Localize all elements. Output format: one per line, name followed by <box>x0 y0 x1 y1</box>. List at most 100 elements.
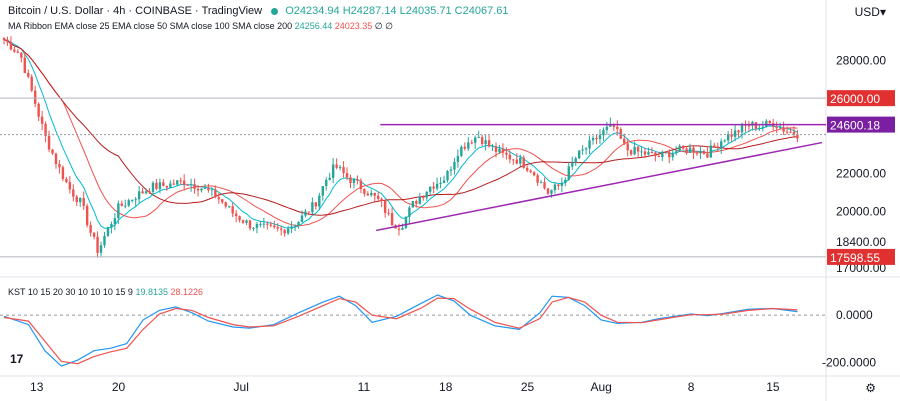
candle-body <box>467 142 470 149</box>
candle-body <box>775 126 778 129</box>
candle-body <box>61 167 65 179</box>
candle-body <box>768 121 771 124</box>
candle-body <box>435 183 439 189</box>
candle-body <box>657 156 661 158</box>
kst-header: KST 10 15 20 30 10 10 10 15 9 19.8135 28… <box>8 287 203 297</box>
candle-body <box>664 151 668 153</box>
candle-body <box>248 220 252 229</box>
candle-body <box>293 225 297 227</box>
candle-body <box>85 205 89 226</box>
candle-body <box>20 52 23 58</box>
candle-body <box>428 186 432 192</box>
candle-body <box>491 146 494 148</box>
candle-body <box>474 137 477 143</box>
candle-body <box>480 136 484 145</box>
candle-body <box>661 151 664 158</box>
candle-body <box>446 170 449 181</box>
candle-body <box>6 39 9 43</box>
candle-body <box>709 145 713 158</box>
candle-body <box>460 146 463 156</box>
candle-body <box>532 172 536 176</box>
candle-body <box>27 72 30 77</box>
candle-body <box>304 211 307 216</box>
candle-body <box>331 164 335 178</box>
time-tick-label: 18 <box>439 380 453 394</box>
candle-body <box>162 182 165 186</box>
candle-body <box>737 130 740 133</box>
candle-body <box>30 76 33 91</box>
candle-body <box>716 146 719 148</box>
time-tick-label: 11 <box>358 380 371 394</box>
candle-body <box>96 236 99 253</box>
time-tick-label: 15 <box>766 380 780 394</box>
candle-body <box>193 184 196 189</box>
candle-body <box>349 177 352 184</box>
candle-body <box>453 161 456 170</box>
candle-body <box>713 145 716 147</box>
candle-body <box>536 175 539 183</box>
candle-body <box>619 129 622 139</box>
candle-body <box>685 148 688 153</box>
candle-body <box>643 151 647 155</box>
candle-body <box>411 200 415 208</box>
candle-body <box>699 151 702 154</box>
settings-gear-icon[interactable]: ⚙ <box>865 381 876 395</box>
candle-body <box>418 196 421 204</box>
candle-body <box>380 198 383 201</box>
candle-body <box>612 123 616 127</box>
candle-body <box>151 182 155 192</box>
candle-body <box>456 155 460 162</box>
candle-body <box>255 223 259 228</box>
candle-body <box>425 191 428 198</box>
candle-body <box>681 145 685 149</box>
candle-body <box>674 151 678 153</box>
candle-body <box>103 235 106 246</box>
symbol-label[interactable]: Bitcoin / U.S. Dollar · 4h · COINBASE · … <box>8 5 263 17</box>
candle-body <box>72 189 75 197</box>
candle-body <box>508 154 512 160</box>
candle-body <box>740 124 744 133</box>
chart-header: Bitcoin / U.S. Dollar · 4h · COINBASE · … <box>8 5 508 17</box>
candle-body <box>356 179 359 181</box>
candle-body <box>626 143 629 151</box>
candle-body <box>82 197 85 206</box>
candle-body <box>598 135 602 140</box>
currency-dropdown[interactable]: USD▾ <box>854 5 886 19</box>
candle-body <box>477 136 480 138</box>
candle-body <box>609 123 612 127</box>
candle-body <box>124 205 127 207</box>
kst-label[interactable]: KST 10 15 20 30 10 10 10 15 9 <box>8 287 133 297</box>
candle-body <box>141 191 144 194</box>
tradingview-logo-icon: 17 <box>10 352 24 366</box>
candle-body <box>636 146 640 152</box>
candle-body <box>300 215 304 222</box>
candle-body <box>328 177 331 180</box>
candle-body <box>196 188 200 191</box>
candle-body <box>186 184 189 186</box>
candle-body <box>165 185 169 188</box>
candle-body <box>89 225 92 233</box>
level-price-label: 26000.00 <box>830 92 880 106</box>
level-price-label: 17598.55 <box>830 251 880 265</box>
candle-body <box>581 149 584 151</box>
candle-body <box>51 149 54 154</box>
candle-body <box>588 140 591 149</box>
candle-body <box>671 152 674 158</box>
candle-body <box>442 180 446 184</box>
price-tick-label: 18400.00 <box>836 235 886 249</box>
candle-body <box>366 193 370 196</box>
resistance-price-label: 24600.18 <box>830 119 880 133</box>
ma-ribbon-label[interactable]: MA Ribbon EMA close 25 EMA close 50 SMA … <box>8 21 293 31</box>
kst-tick-label: 0.0000 <box>836 308 873 322</box>
time-tick-label: Jul <box>234 380 249 394</box>
candle-body <box>702 151 706 154</box>
candle-body <box>224 202 227 207</box>
candle-body <box>370 192 373 196</box>
candle-body <box>633 146 636 155</box>
candle-body <box>286 228 290 234</box>
candle-body <box>494 146 498 153</box>
candle-body <box>325 179 328 187</box>
candle-body <box>415 200 418 204</box>
candle-body <box>654 152 657 157</box>
